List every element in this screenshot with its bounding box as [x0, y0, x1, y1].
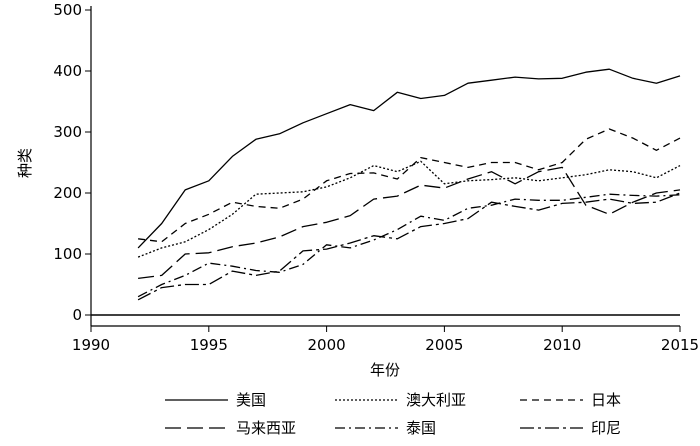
series-line-1: [137, 68, 681, 249]
y-axis-label: 种类: [16, 148, 34, 178]
series-line-5: [137, 193, 681, 298]
y-tick-label: 100: [53, 245, 82, 263]
x-tick-label: 2000: [308, 336, 346, 354]
x-tick-label: 2005: [425, 336, 463, 354]
series-line-4: [138, 166, 681, 280]
axes: 0 100 200 300 400 500 1990 1995 2000 2005 2010 2015: [53, 1, 699, 354]
series-line-3: [138, 128, 681, 243]
legend-label: 澳大利亚: [406, 391, 466, 409]
legend-label: 泰国: [406, 419, 436, 437]
y-tick-label: 300: [53, 123, 82, 141]
y-tick-label: 500: [53, 1, 82, 19]
series-lines: [137, 68, 681, 301]
legend-label: 美国: [236, 391, 266, 409]
y-tick-label: 0: [72, 306, 82, 324]
x-tick-label: 2010: [543, 336, 581, 354]
legend-label: 日本: [591, 391, 621, 409]
x-axis-label: 年份: [370, 361, 400, 379]
y-tick-label: 400: [53, 62, 82, 80]
legend-label: 马来西亚: [236, 419, 296, 437]
y-tick-label: 200: [53, 184, 82, 202]
x-tick-label: 1990: [72, 336, 110, 354]
x-tick-label: 2015: [661, 336, 699, 354]
x-tick-label: 1995: [190, 336, 228, 354]
legend-label: 印尼: [591, 419, 621, 437]
series-line-6: [137, 192, 681, 301]
